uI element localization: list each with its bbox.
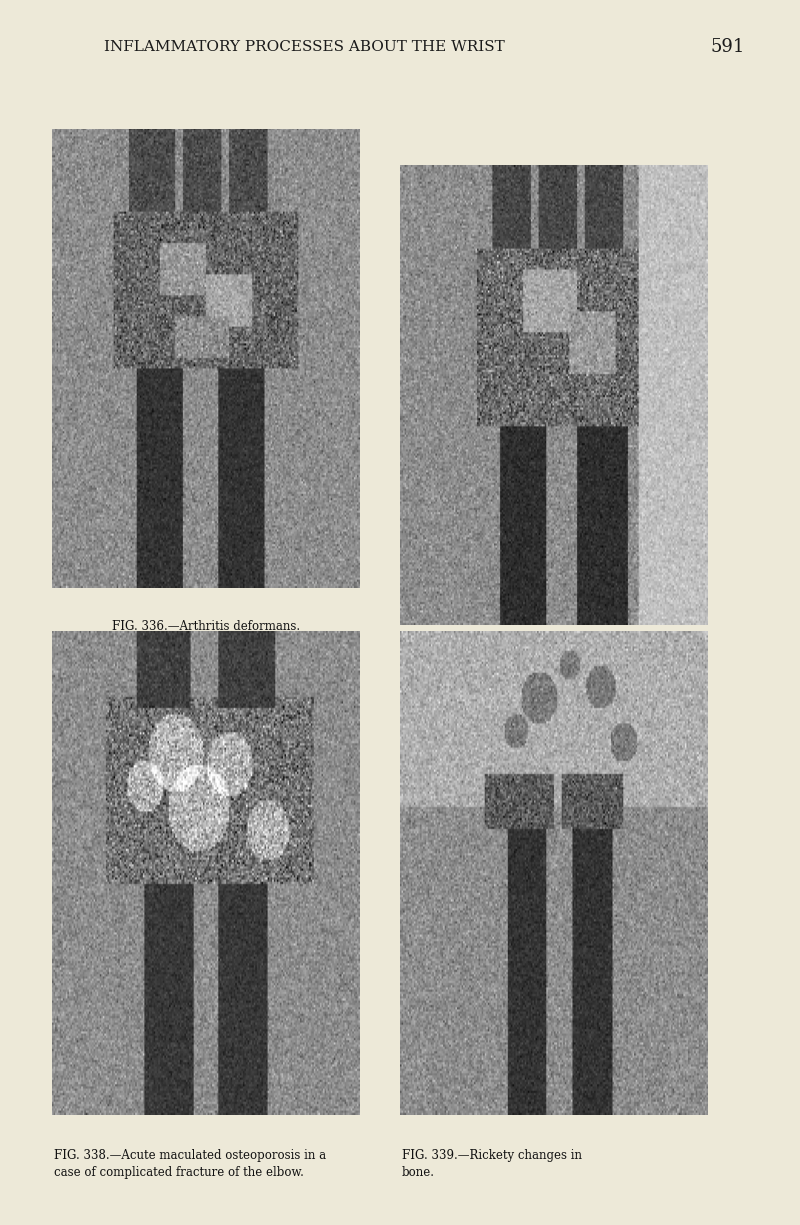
- Text: FIG. 336.—Arthritis deformans.
(Skiagram of fig. 333.): FIG. 336.—Arthritis deformans. (Skiagram…: [112, 620, 300, 649]
- Text: INFLAMMATORY PROCESSES ABOUT THE WRIST: INFLAMMATORY PROCESSES ABOUT THE WRIST: [104, 39, 504, 54]
- Text: 591: 591: [711, 38, 745, 55]
- Text: FIG. 339.—Rickety changes in
bone.: FIG. 339.—Rickety changes in bone.: [402, 1149, 582, 1178]
- Text: FIG. 337.—Tubercular arthritis.: FIG. 337.—Tubercular arthritis.: [402, 657, 591, 670]
- Text: FIG. 338.—Acute maculated osteoporosis in a
case of complicated fracture of the : FIG. 338.—Acute maculated osteoporosis i…: [54, 1149, 326, 1178]
